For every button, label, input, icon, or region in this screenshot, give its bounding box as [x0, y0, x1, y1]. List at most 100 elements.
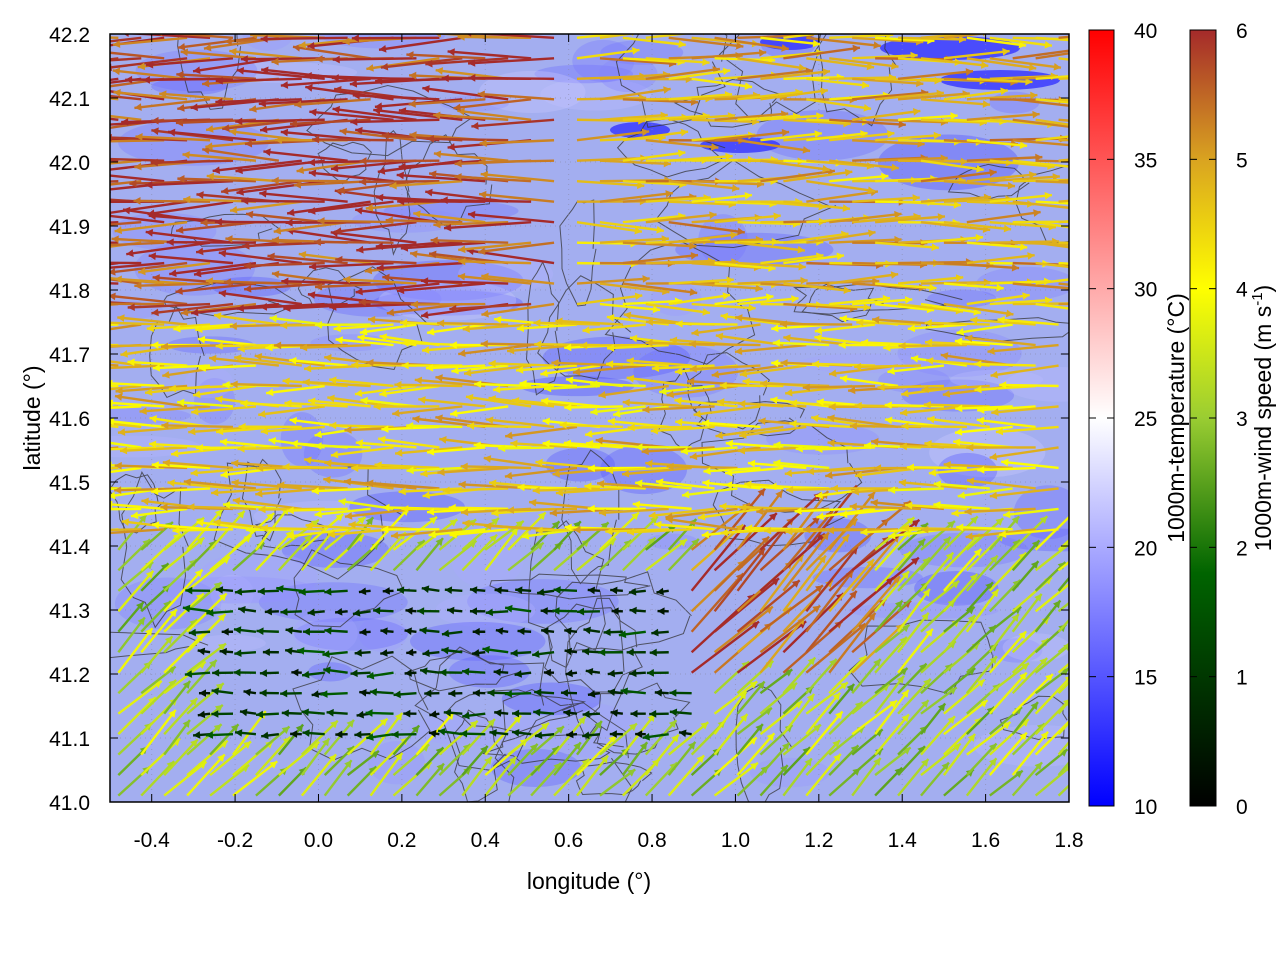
contour-line: [482, 732, 624, 764]
wind-arrow: [350, 669, 371, 678]
wind-arrow-head: [219, 438, 228, 446]
wind-arrow-head: [564, 343, 572, 352]
wind-arrow: [289, 356, 348, 367]
wind-arrow-shaft: [1011, 722, 1046, 756]
wind-arrow-head: [760, 379, 768, 388]
wind-arrow-shaft: [606, 343, 669, 350]
wind-arrow: [711, 364, 784, 379]
wind-arrow-head: [674, 367, 683, 376]
wind-arrow-shaft: [627, 425, 692, 429]
wind-arrow-shaft: [1057, 680, 1069, 695]
wind-arrow-head: [812, 516, 820, 525]
wind-arrow-head: [343, 478, 352, 486]
wind-arrow-shaft: [713, 660, 750, 695]
wind-arrow: [966, 721, 1012, 756]
wind-arrow: [828, 612, 877, 674]
wind-arrow: [281, 277, 371, 286]
wind-arrow-head: [324, 626, 332, 635]
wind-arrow-shaft: [110, 261, 188, 274]
wind-arrow: [110, 241, 165, 247]
wind-arrow: [359, 688, 371, 697]
wind-arrow-shaft: [943, 282, 1004, 290]
wind-arrow: [396, 586, 417, 594]
wind-arrow-shaft: [329, 378, 394, 388]
wind-arrow-shaft: [415, 762, 445, 797]
temperature-patch: [797, 353, 930, 374]
wind-arrow-shaft: [506, 343, 578, 353]
wind-arrow-shaft: [805, 533, 850, 592]
wind-arrow-shaft: [187, 505, 256, 511]
wind-arrow-head: [1003, 510, 1011, 519]
wind-arrow-head: [343, 275, 351, 284]
wind-arrow-head: [656, 587, 664, 596]
wind-arrow-head: [634, 292, 643, 301]
wind-arrow-head: [901, 389, 909, 398]
temperature-patch: [280, 412, 324, 467]
wind-arrow-head: [945, 552, 954, 561]
wind-arrow: [232, 760, 278, 797]
wind-arrow-head: [344, 426, 352, 434]
wind-arrow-head: [687, 741, 696, 750]
wind-arrow-shaft: [163, 536, 205, 572]
wind-arrow-head: [874, 464, 882, 472]
wind-arrow-head: [1076, 561, 1083, 569]
wind-arrow-head: [541, 627, 549, 635]
wind-arrow: [854, 362, 922, 371]
wind-arrow-shaft: [988, 718, 1030, 756]
wind-arrow-head: [804, 758, 812, 767]
wind-arrow-head: [564, 523, 572, 532]
wind-arrow-head: [679, 729, 687, 738]
wind-arrow-head: [626, 357, 634, 365]
wind-arrow-shaft: [110, 487, 142, 491]
wind-arrow-shaft: [920, 536, 952, 572]
wind-arrow: [208, 354, 279, 367]
wind-arrow-shaft: [374, 463, 440, 470]
wind-arrow-head: [237, 444, 245, 453]
wind-arrow-head: [937, 703, 946, 712]
wind-arrow-head: [784, 469, 793, 478]
wind-arrow: [966, 477, 1036, 490]
wind-arrow: [232, 512, 275, 551]
wind-arrow-head: [573, 742, 581, 751]
wind-arrow-head: [1001, 458, 1009, 467]
wind-arrow-shaft: [313, 240, 394, 244]
wind-arrow-head: [31, 269, 38, 277]
wind-arrow-head: [302, 378, 310, 387]
wind-arrow: [736, 579, 801, 633]
wind-arrow-head: [346, 719, 354, 728]
wind-arrow-shaft: [461, 718, 496, 756]
wind-arrow: [618, 630, 646, 639]
wind-arrow: [117, 601, 145, 633]
wind-arrow: [856, 318, 922, 327]
wind-arrow: [759, 553, 805, 613]
contour-line: [489, 573, 651, 600]
wind-arrow-shaft: [110, 528, 165, 535]
wind-arrow-head: [572, 368, 581, 376]
wind-arrow-head: [839, 374, 848, 383]
wind-arrow-head: [846, 683, 855, 692]
wind-arrow: [420, 277, 509, 285]
wind-arrow-shaft: [897, 276, 964, 285]
wind-arrow-head: [429, 250, 437, 259]
wind-arrow: [257, 587, 279, 596]
wind-arrow-shaft: [151, 487, 211, 493]
wind-arrow-shaft: [117, 538, 151, 572]
wind-arrow-shaft: [736, 489, 784, 551]
wind-arrow: [218, 289, 302, 306]
wind-arrow-shaft: [598, 384, 669, 397]
wind-arrow-head: [110, 491, 116, 500]
wind-arrow-head: [843, 286, 851, 294]
wind-arrow-head: [815, 445, 823, 453]
wind-arrow: [443, 708, 463, 717]
wind-arrow: [110, 446, 165, 451]
wind-arrow-head: [757, 681, 765, 690]
wind-arrow-head: [901, 571, 909, 580]
wind-arrow: [110, 57, 119, 61]
wind-arrow-head: [911, 519, 920, 528]
wind-arrow: [472, 627, 486, 636]
wind-arrow-head: [997, 316, 1005, 324]
wind-arrow: [1057, 740, 1069, 756]
wind-arrow-shaft: [1012, 282, 1069, 290]
wind-arrow-head: [735, 524, 744, 533]
wind-arrow-head: [675, 319, 683, 328]
